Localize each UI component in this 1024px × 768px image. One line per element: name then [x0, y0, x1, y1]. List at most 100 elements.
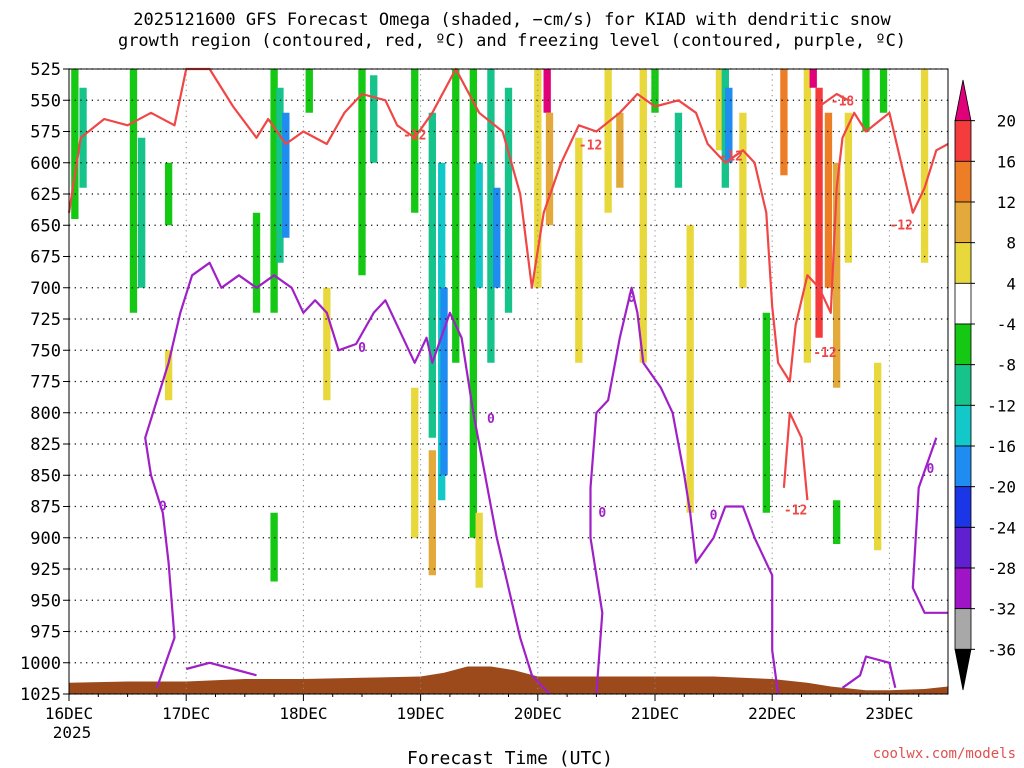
- omega-cell: [545, 112, 554, 226]
- omega-cell: [832, 500, 841, 544]
- omega-cell: [440, 287, 448, 476]
- omega-cell: [575, 137, 583, 363]
- colorbar-tick-label: -32: [987, 600, 1016, 619]
- omega-cell: [138, 137, 146, 288]
- freezing-level-contour: [589, 286, 780, 695]
- omega-cell: [639, 69, 647, 363]
- omega-cell: [715, 69, 724, 151]
- colorbar-bin: [954, 160, 972, 203]
- colorbar-bin: [954, 404, 972, 447]
- colorbar-tick-label: 4: [1006, 274, 1016, 293]
- x-tick-label: 18DEC: [279, 704, 327, 723]
- x-tick-label: 22DEC: [748, 704, 796, 723]
- freezing-level-contour-label: 0: [927, 462, 935, 477]
- dgz-contour-label: -12: [719, 150, 742, 165]
- colorbar-tick-label: 20: [997, 112, 1016, 131]
- x-tick-label: 21DEC: [631, 704, 679, 723]
- dgz-contour: [67, 67, 949, 383]
- freezing-level-contour: [144, 261, 551, 695]
- omega-cell: [276, 87, 284, 263]
- colorbar-tick-label: -4: [997, 315, 1016, 334]
- y-tick-label: 725: [30, 310, 61, 330]
- colorbar-bin: [954, 608, 972, 650]
- x-tick-label: 17DEC: [162, 704, 210, 723]
- y-tick-label: 600: [30, 154, 61, 174]
- colorbar-tick-label: -20: [987, 478, 1016, 497]
- omega-cell: [129, 69, 138, 313]
- dgz-contour-label: -12: [784, 503, 807, 518]
- colorbar-bin: [954, 364, 972, 406]
- dgz-contour-label: -12: [579, 138, 602, 153]
- x-tick-label: 20DEC: [514, 704, 562, 723]
- y-tick-label: 825: [30, 435, 61, 455]
- freezing-level-contour-label: 0: [358, 341, 366, 356]
- omega-cell: [270, 512, 278, 582]
- omega-cell: [920, 69, 929, 263]
- omega-cell: [164, 350, 173, 401]
- colorbar-tick-label: -28: [987, 559, 1016, 578]
- y-tick-label: 850: [30, 466, 61, 486]
- chart-title-line1: 2025121600 GFS Forecast Omega (shaded, −…: [133, 10, 891, 30]
- colorbar-tick-label: -36: [987, 640, 1016, 659]
- omega-cell: [428, 450, 436, 576]
- y-tick-label: 525: [30, 60, 61, 80]
- omega-cell: [475, 162, 483, 288]
- colorbar-bin: [954, 567, 972, 610]
- y-tick-label: 900: [30, 529, 61, 549]
- colorbar-tick-label: -24: [987, 518, 1016, 537]
- omega-cell: [487, 69, 495, 363]
- x-axis-title: Forecast Time (UTC): [407, 748, 613, 768]
- y-tick-label: 675: [30, 248, 61, 268]
- omega-cell: [252, 212, 261, 313]
- y-tick-label: 1025: [20, 685, 61, 705]
- colorbar-bin: [954, 120, 972, 162]
- omega-cell: [71, 69, 79, 219]
- dgz-contour: [782, 411, 809, 501]
- x-tick-label: 23DEC: [865, 704, 913, 723]
- omega-cell: [862, 69, 870, 132]
- omega-shading: [71, 69, 929, 588]
- omega-cell: [616, 112, 624, 188]
- freezing-level-contour: [841, 655, 897, 689]
- omega-cell: [879, 69, 888, 113]
- omega-cell: [832, 162, 841, 388]
- colorbar-bin: [954, 242, 972, 284]
- y-tick-label: 800: [30, 404, 61, 424]
- omega-cell: [874, 362, 882, 551]
- omega-cell: [815, 87, 823, 338]
- dgz-contour-label: -12: [889, 218, 912, 233]
- colorbar-bin: [954, 282, 972, 325]
- x-axis-year-label: 2025: [53, 723, 92, 742]
- y-tick-label: 750: [30, 341, 61, 361]
- omega-cell: [79, 87, 87, 188]
- colorbar-cap-top: [954, 79, 972, 122]
- dgz-contour-label: -12: [403, 128, 426, 143]
- x-tick-label: 16DEC: [45, 704, 93, 723]
- omega-cell: [469, 69, 478, 538]
- y-tick-label: 775: [30, 373, 61, 393]
- omega-cell: [475, 512, 483, 588]
- omega-cell: [270, 69, 278, 313]
- omega-cell: [411, 387, 419, 538]
- omega-cell: [282, 112, 290, 238]
- dgz-contour-label: -18: [831, 95, 855, 110]
- contour-lines: -12 -12 -12 -12 -12 -12 -18 0 0 0 0 0 0 0: [67, 67, 949, 695]
- freezing-level-contour-label: 0: [710, 508, 718, 523]
- colorbar-tick-label: -16: [987, 437, 1016, 456]
- y-tick-label: 700: [30, 279, 61, 299]
- gridlines: [69, 68, 948, 695]
- omega-cell: [504, 87, 513, 313]
- dgz-contour-label: -12: [813, 346, 836, 361]
- omega-cell: [370, 75, 378, 163]
- omega-cell: [824, 112, 833, 288]
- omega-cell: [809, 69, 817, 88]
- y-tick-label: 975: [30, 623, 61, 643]
- colorbar-tick-label: -8: [997, 356, 1016, 375]
- freezing-level-contour-label: 0: [628, 291, 636, 306]
- x-tick-label: 19DEC: [397, 704, 445, 723]
- omega-cell: [803, 69, 812, 363]
- colorbar-bin: [954, 486, 972, 528]
- colorbar-bin: [954, 445, 972, 488]
- colorbar-tick-label: 16: [997, 152, 1016, 171]
